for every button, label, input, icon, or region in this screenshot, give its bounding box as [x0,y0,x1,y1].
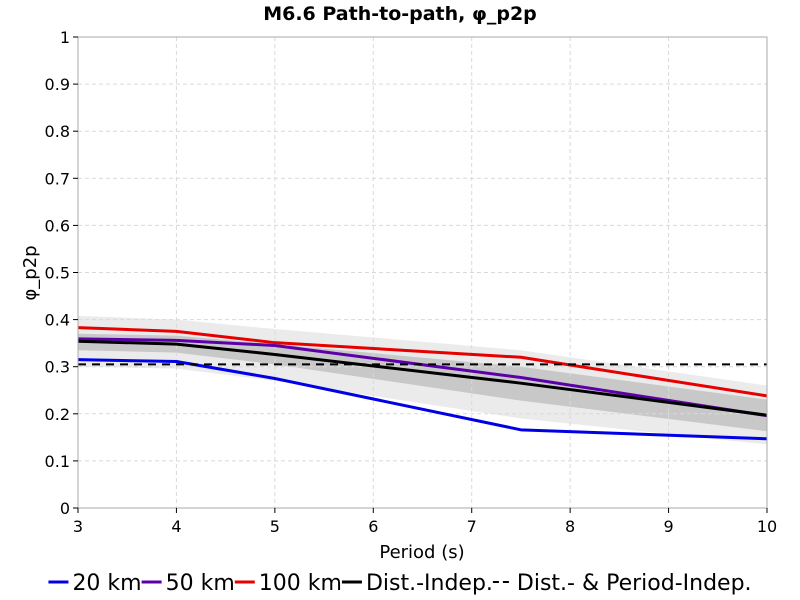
x-tick-label-4: 7 [467,517,477,536]
legend-label-0: 20 km [72,571,141,596]
y-tick-label-5: 0.5 [45,264,70,283]
y-tick-label-8: 0.8 [45,122,70,141]
legend-label-3: Dist.-Indep. [366,571,493,596]
y-tick-label-9: 0.9 [45,75,70,94]
x-tick-label-7: 10 [757,517,777,536]
x-tick-label-5: 8 [565,517,575,536]
x-tick-label-6: 9 [663,517,673,536]
y-tick-label-1: 0.1 [45,452,70,471]
series-line-2 [77,326,768,398]
y-axis-label: φ_p2p [20,245,41,300]
y-tick-label-2: 0.2 [45,405,70,424]
x-tick-label-0: 3 [73,517,83,536]
grid-lines [78,37,767,508]
x-tick-label-1: 4 [171,517,181,536]
series-line-0 [77,358,768,441]
y-tick-label-0: 0 [60,499,70,518]
confidence-bands [78,315,767,445]
series-lines [77,326,768,441]
y-tick-label-10: 1 [60,28,70,47]
chart-title: M6.6 Path-to-path, φ_p2p [263,3,537,25]
y-axis-ticks: 0 0.1 0.2 0.3 0.4 0.5 0.6 0.7 0.8 0.9 1 [45,28,78,518]
series-line-3 [77,339,768,417]
legend-label-2: 100 km [259,571,342,596]
x-tick-label-2: 5 [270,517,280,536]
y-tick-label-3: 0.3 [45,358,70,377]
y-tick-label-7: 0.7 [45,169,70,188]
band-1 [78,333,767,432]
x-tick-label-3: 6 [368,517,378,536]
x-axis-label: Period (s) [379,542,464,563]
y-tick-label-6: 0.6 [45,216,70,235]
x-axis-ticks: 3 4 5 6 7 8 9 10 [73,508,777,536]
series-line-1 [77,337,768,418]
legend-label-4: Dist.- & Period-Indep. [517,571,752,596]
legend-label-1: 50 km [166,571,235,596]
legend: 20 km 50 km 100 km Dist.-Indep. Dist.- & Per… [48,571,752,596]
y-tick-label-4: 0.4 [45,311,70,330]
